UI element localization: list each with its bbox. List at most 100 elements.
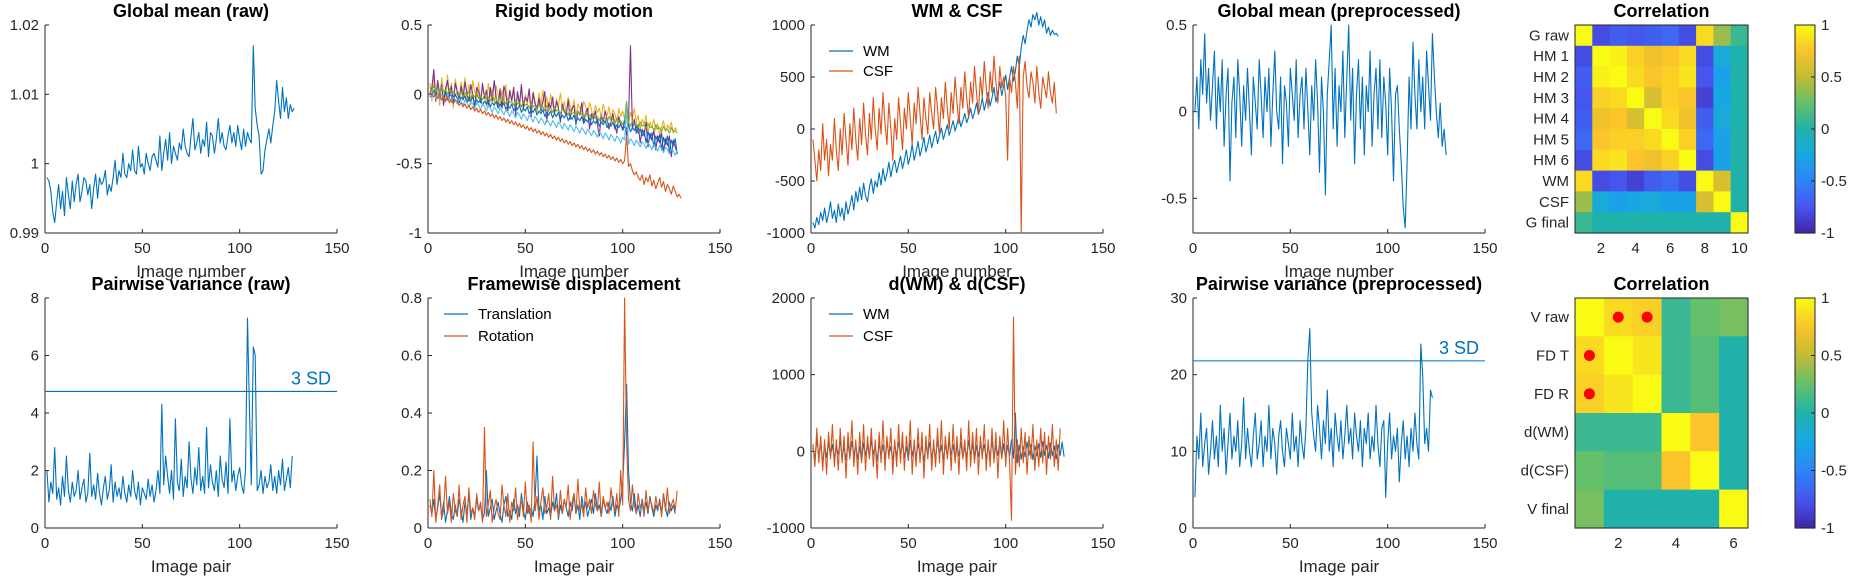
x-tick-label: 10	[1731, 240, 1748, 257]
heatmap-cell	[1678, 129, 1697, 151]
colorbar-step	[1795, 31, 1815, 36]
heatmap-cell	[1661, 170, 1680, 192]
colorbar-step	[1795, 393, 1815, 399]
y-tick-label: 0	[797, 443, 805, 460]
x-tick-label: 50	[134, 240, 151, 257]
heatmap-cell	[1592, 212, 1611, 234]
heatmap-cell	[1575, 212, 1593, 234]
row-label: HM 5	[1533, 131, 1569, 148]
heatmap-cell	[1575, 45, 1593, 68]
chart-pv_pre: Pairwise variance (preprocessed)0 50 100 15…	[1170, 274, 1497, 576]
colorbar-step	[1795, 139, 1815, 144]
heatmap-cell	[1696, 25, 1714, 47]
heatmap-cell	[1603, 374, 1634, 414]
heatmap-cell	[1626, 25, 1645, 47]
heatmap-cell	[1661, 489, 1691, 529]
colorbar-step	[1795, 45, 1815, 50]
colorbar-step	[1795, 436, 1815, 441]
y-tick-label: 2	[31, 463, 39, 480]
heatmap-cell	[1661, 374, 1691, 414]
heatmap-frame	[1574, 297, 1749, 529]
colorbar-step	[1795, 77, 1815, 82]
heatmap-cell	[1592, 129, 1611, 151]
heatmap-cell	[1661, 451, 1691, 491]
heatmap-cell	[1678, 66, 1697, 88]
colorbar-step	[1795, 321, 1815, 326]
heatmap-cell	[1719, 374, 1749, 414]
heatmap-cell	[1690, 489, 1720, 529]
colorbar-step	[1795, 59, 1815, 64]
y-tick-label: 1	[31, 156, 39, 173]
x-tick-label: 150	[1090, 535, 1115, 552]
heatmap-cell	[1644, 170, 1663, 192]
colorbar-step	[1795, 336, 1815, 341]
threshold-label: 3 SD	[291, 368, 331, 388]
colorbar-step	[1795, 70, 1815, 75]
heatmap-cell	[1609, 191, 1628, 213]
colorbar-step	[1795, 493, 1815, 498]
y-tick-label: 0.6	[401, 348, 422, 365]
colorbar-step	[1795, 370, 1815, 376]
heatmap-cell	[1592, 87, 1611, 109]
heatmap-cell	[1661, 212, 1680, 234]
colorbar: 1 0.5 0 -0.5 -1	[1794, 290, 1847, 537]
colorbar-step	[1795, 174, 1815, 179]
y-tick-label: 0	[1179, 104, 1187, 121]
colorbar-step	[1795, 516, 1815, 521]
colorbar-step	[1795, 317, 1815, 322]
heatmap-cell	[1644, 212, 1663, 234]
heatmap-cell	[1644, 66, 1663, 88]
heatmap-cell	[1661, 25, 1680, 47]
heatmap-cell	[1690, 298, 1720, 337]
chart-pv_raw: Pairwise variance (raw) 0 50 100 150 0 2 4 6 8 Ima…	[31, 274, 350, 576]
y-tick-label: 0	[797, 121, 805, 138]
row-label: V final	[1527, 501, 1569, 518]
colorbar-step	[1795, 309, 1815, 314]
chart-title: Correlation	[1613, 274, 1709, 294]
series-line-green	[429, 85, 678, 134]
colorbar-step	[1795, 459, 1815, 464]
x-tick-label: 100	[227, 240, 252, 257]
x-axis-label: Image pair	[151, 557, 232, 576]
y-tick-label: 0.8	[401, 290, 422, 307]
series-line-blue	[1194, 24, 1447, 229]
row-label: G raw	[1529, 27, 1569, 44]
x-tick-label: 100	[227, 535, 252, 552]
chart-gm_raw: Global mean (raw) 0 50 100 150 0.99 1 1.01 1.02 I…	[10, 1, 350, 281]
heatmap-cell	[1609, 212, 1628, 234]
colorbar-step	[1795, 363, 1815, 368]
colorbar-step	[1795, 25, 1815, 30]
colorbar-step	[1795, 447, 1815, 452]
colorbar-step	[1795, 482, 1815, 487]
heatmap-cell	[1696, 170, 1714, 192]
series-line-purple	[429, 45, 678, 158]
heatmap-cell	[1603, 489, 1634, 529]
colorbar-tick-label: -1	[1821, 520, 1834, 537]
heatmap-cell	[1626, 212, 1645, 234]
heatmap-cell	[1713, 149, 1732, 172]
heatmap-cell	[1719, 336, 1749, 376]
chart-title: WM & CSF	[912, 1, 1003, 21]
heatmap-cell	[1609, 45, 1628, 68]
heatmap-cell	[1696, 129, 1714, 151]
chart-title: Pairwise variance (raw)	[91, 274, 290, 294]
heatmap-cell	[1644, 87, 1663, 109]
heatmap-cell	[1713, 87, 1732, 109]
x-tick-label: 0	[1189, 240, 1197, 257]
heatmap-cell	[1603, 451, 1634, 491]
heatmap-cell	[1696, 66, 1714, 88]
y-tick-label: 4	[31, 405, 39, 422]
x-tick-label: 6	[1666, 240, 1674, 257]
x-tick-label: 100	[993, 240, 1018, 257]
colorbar-step	[1795, 424, 1815, 429]
colorbar-step	[1795, 132, 1815, 137]
y-tick-label: 0.4	[401, 405, 422, 422]
colorbar-step	[1795, 501, 1815, 506]
x-tick-label: 50	[134, 535, 151, 552]
heatmap-cell	[1644, 108, 1663, 130]
heatmap-cell	[1661, 191, 1680, 213]
heatmap-cell	[1696, 149, 1714, 172]
colorbar-step	[1795, 129, 1815, 134]
x-tick-label: 0	[41, 240, 49, 257]
heatmap-cell	[1632, 336, 1663, 376]
